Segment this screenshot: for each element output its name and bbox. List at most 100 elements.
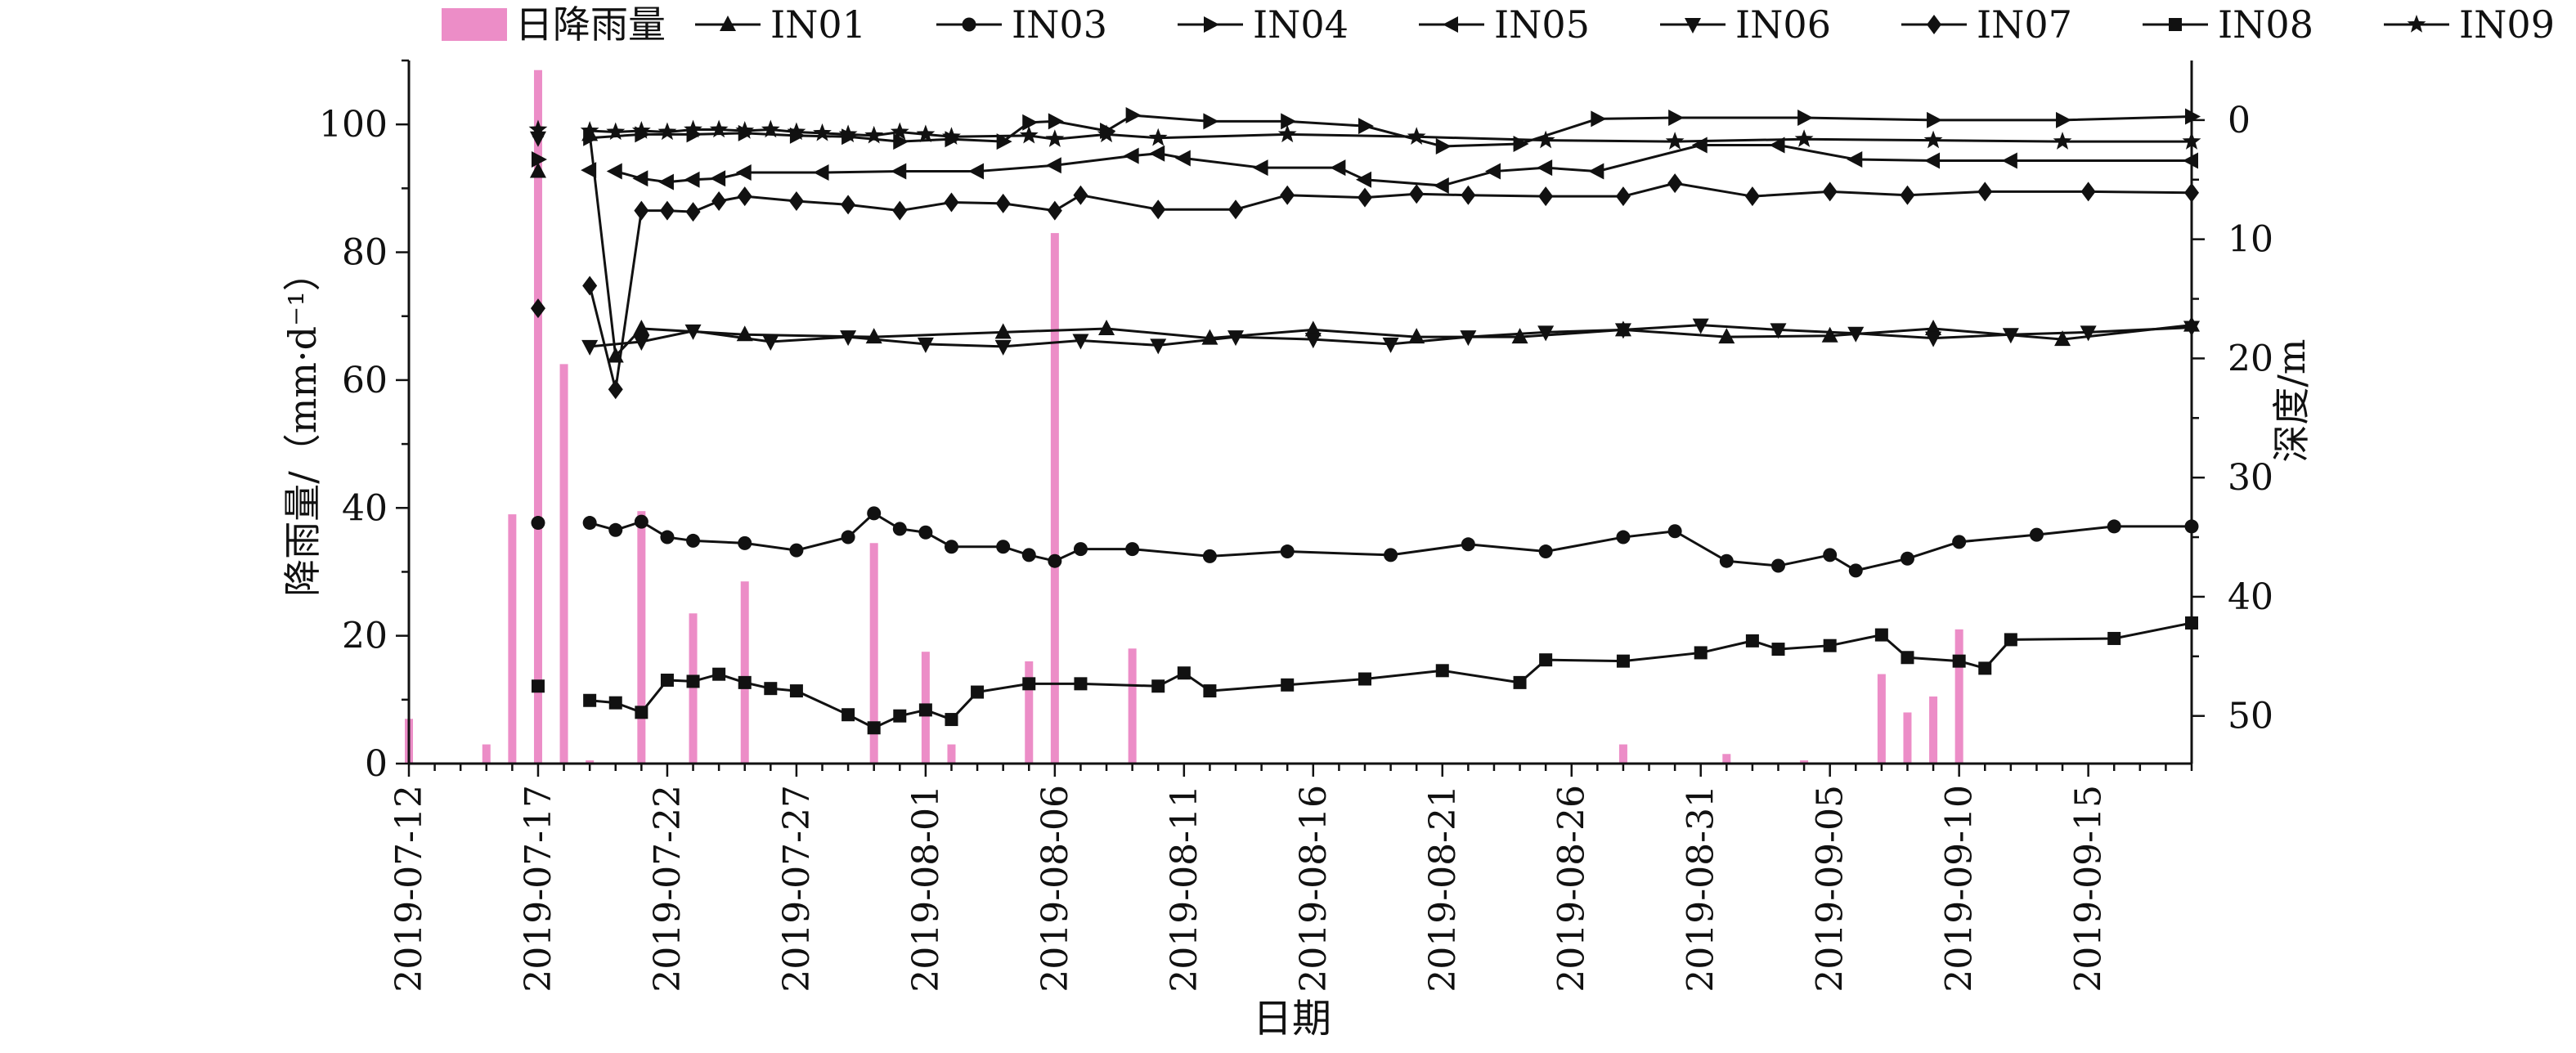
point-in06 bbox=[2080, 325, 2097, 342]
legend-marker-in06 bbox=[1685, 18, 1701, 34]
point-in07 bbox=[634, 200, 649, 221]
point-in05 bbox=[1769, 137, 1785, 154]
point-in08 bbox=[1745, 634, 1759, 647]
point-in08 bbox=[712, 667, 726, 681]
point-in04 bbox=[2056, 111, 2072, 128]
point-in08 bbox=[686, 674, 700, 688]
point-in03 bbox=[1021, 548, 1036, 562]
point-in06 bbox=[1537, 325, 1555, 342]
point-in08 bbox=[1177, 666, 1191, 680]
point-in07 bbox=[659, 200, 675, 221]
point-in03 bbox=[1538, 544, 1553, 559]
series-in05 bbox=[581, 137, 2198, 195]
legend-marker-in09 bbox=[2407, 15, 2426, 33]
point-in03 bbox=[531, 516, 545, 531]
point-in06 bbox=[1072, 334, 1089, 350]
point-in03 bbox=[582, 516, 597, 531]
point-in07 bbox=[1280, 185, 1295, 205]
rainfall-bar bbox=[508, 514, 517, 764]
point-in09 bbox=[528, 119, 548, 138]
x-tick-label: 2019-07-12 bbox=[388, 785, 430, 993]
point-in03 bbox=[686, 533, 701, 548]
point-in08 bbox=[583, 693, 597, 707]
point-in08 bbox=[635, 706, 648, 719]
x-tick-label: 2019-08-21 bbox=[1422, 785, 1464, 993]
point-in03 bbox=[1952, 535, 1967, 549]
legend-marker-in03 bbox=[962, 17, 976, 32]
point-in04 bbox=[1125, 107, 1142, 124]
point-in01 bbox=[529, 162, 546, 178]
point-in05 bbox=[1355, 171, 1371, 188]
point-in03 bbox=[1461, 537, 1475, 552]
point-in09 bbox=[2053, 132, 2072, 150]
point-in09 bbox=[1665, 132, 1685, 150]
point-in08 bbox=[1513, 675, 1527, 689]
point-in03 bbox=[2029, 527, 2044, 542]
point-in07 bbox=[944, 192, 959, 213]
point-in08 bbox=[1694, 646, 1708, 660]
point-in04 bbox=[1048, 113, 1064, 130]
point-in04 bbox=[635, 126, 651, 143]
rainfall-bar bbox=[586, 760, 595, 764]
x-axis-title: 日期 bbox=[1253, 996, 1331, 1042]
point-in03 bbox=[1280, 544, 1295, 559]
x-tick-label: 2019-09-05 bbox=[1810, 785, 1851, 993]
point-in07 bbox=[1744, 186, 1760, 207]
point-in07 bbox=[995, 193, 1011, 213]
left-axis-title: 降雨量/（mm·d⁻¹） bbox=[280, 253, 325, 597]
point-in07 bbox=[892, 200, 908, 221]
point-in05 bbox=[1484, 163, 1501, 180]
right-tick-label: 10 bbox=[2228, 219, 2273, 261]
point-in04 bbox=[531, 150, 547, 168]
point-in07 bbox=[788, 191, 804, 211]
point-in03 bbox=[1823, 548, 1838, 562]
point-in09 bbox=[1277, 124, 1297, 143]
point-in03 bbox=[1202, 549, 1217, 563]
depth-lines bbox=[528, 107, 2201, 735]
point-in08 bbox=[1022, 677, 1036, 691]
legend-label: IN04 bbox=[1253, 2, 1349, 47]
point-in07 bbox=[1615, 186, 1631, 207]
point-in06 bbox=[762, 335, 779, 351]
legend-marker-in05 bbox=[1443, 16, 1458, 33]
point-in06 bbox=[840, 330, 857, 347]
point-in05 bbox=[1691, 137, 1708, 154]
rainfall-bar bbox=[637, 511, 646, 764]
point-in05 bbox=[735, 164, 752, 181]
point-in05 bbox=[891, 163, 907, 180]
right-tick-label: 0 bbox=[2228, 100, 2251, 141]
point-in06 bbox=[581, 339, 599, 356]
point-in05 bbox=[1847, 150, 1863, 168]
point-in06 bbox=[684, 324, 702, 340]
point-in08 bbox=[1539, 653, 1553, 667]
x-tick-label: 2019-08-11 bbox=[1164, 785, 1205, 993]
x-axis-ticks: 2019-07-12 2019-07-17 2019-07-22 2019-07-27… bbox=[388, 764, 2193, 993]
rainfall-bar bbox=[1722, 754, 1731, 764]
point-in01 bbox=[1925, 319, 1942, 335]
point-in01 bbox=[1408, 328, 1425, 344]
left-tick-label: 40 bbox=[342, 487, 388, 529]
point-in01 bbox=[1718, 328, 1735, 344]
point-in06 bbox=[1692, 318, 1709, 334]
series-in08 bbox=[531, 616, 2198, 735]
point-in07 bbox=[711, 191, 727, 211]
x-tick-label: 2019-08-16 bbox=[1293, 785, 1335, 993]
point-in09 bbox=[684, 119, 702, 138]
point-in05 bbox=[1330, 159, 1346, 177]
legend-label: IN05 bbox=[1494, 2, 1590, 47]
point-in07 bbox=[582, 276, 598, 296]
x-tick-label: 2019-08-31 bbox=[1681, 785, 1722, 993]
legend-marker-in04 bbox=[1204, 16, 1219, 33]
legend-label: IN01 bbox=[770, 2, 866, 47]
point-in09 bbox=[761, 119, 780, 138]
point-in06 bbox=[2002, 328, 2019, 344]
point-in07 bbox=[1073, 185, 1088, 205]
point-in09 bbox=[1794, 129, 1814, 147]
rainfall-bar bbox=[1618, 744, 1627, 764]
rainfall-bar bbox=[1025, 661, 1034, 764]
point-in03 bbox=[918, 525, 933, 540]
point-in01 bbox=[1511, 328, 1528, 344]
legend-marker-in08 bbox=[2169, 18, 2182, 31]
point-in09 bbox=[890, 122, 909, 141]
